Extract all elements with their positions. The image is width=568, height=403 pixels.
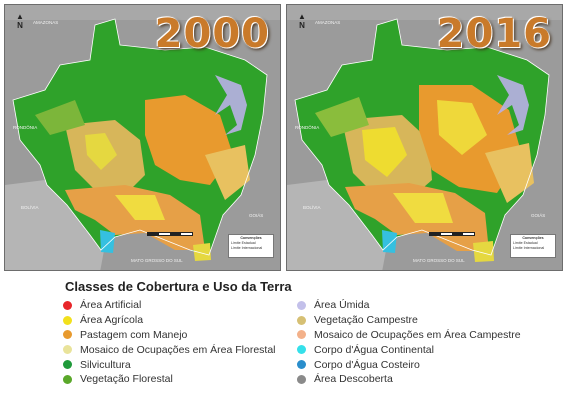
legend-label: Corpo d'Água Costeiro	[314, 358, 420, 371]
legend-swatch-icon	[63, 300, 72, 310]
conventions-title: Convenções	[522, 236, 544, 240]
conventions-line1: Limite Estadual	[513, 241, 538, 245]
legend-swatch-icon	[63, 345, 72, 355]
state-label-amazonas: AMAZONAS	[315, 20, 341, 25]
legend-item: Vegetação Florestal	[63, 372, 276, 387]
legend-item: Área Descoberta	[297, 372, 521, 387]
state-label-ms: MATO GROSSO DO SUL	[131, 258, 183, 263]
legend-swatch-icon	[297, 360, 306, 370]
legend-label: Mosaico de Ocupações em Área Campestre	[314, 328, 521, 341]
legend-label: Corpo d'Água Continental	[314, 343, 434, 356]
legend-item: Corpo d'Água Costeiro	[297, 357, 521, 372]
conventions-line2: Limite Internacional	[231, 246, 263, 250]
north-arrow-icon: ▲ N	[16, 12, 24, 30]
legend-label: Vegetação Florestal	[80, 373, 173, 386]
map-conventions-box: Convenções Limite Estadual Limite Intern…	[228, 234, 274, 258]
north-arrow-icon: ▲ N	[298, 12, 306, 30]
legend-label: Área Descoberta	[314, 373, 393, 386]
legend-column-right: Área Úmida Vegetação Campestre Mosaico d…	[297, 298, 521, 387]
legend-item: Pastagem com Manejo	[63, 328, 276, 343]
legend-column-left: Área Artificial Área Agrícola Pastagem c…	[63, 298, 276, 387]
legend-label: Pastagem com Manejo	[80, 328, 188, 341]
legend-item: Corpo d'Água Continental	[297, 342, 521, 357]
state-label-amazonas: AMAZONAS	[33, 20, 59, 25]
legend-label: Área Úmida	[314, 299, 370, 312]
legend-swatch-icon	[63, 315, 72, 325]
conventions-title: Convenções	[240, 236, 262, 240]
map-2016-graphic	[287, 5, 562, 270]
legend-item: Mosaico de Ocupações em Área Campestre	[297, 328, 521, 343]
legend-swatch-icon	[297, 315, 306, 325]
map-conventions-box: Convenções Limite Estadual Limite Intern…	[510, 234, 556, 258]
legend-swatch-icon	[297, 345, 306, 355]
conventions-line2: Limite Internacional	[513, 246, 545, 250]
conventions-line1: Limite Estadual	[231, 241, 256, 245]
state-label-ms: MATO GROSSO DO SUL	[413, 258, 465, 263]
state-label-rondonia: RONDÔNIA	[13, 125, 38, 130]
legend-swatch-icon	[297, 374, 306, 384]
legend-label: Área Agrícola	[80, 314, 144, 327]
legend-item: Área Úmida	[297, 298, 521, 313]
state-label-rondonia: RONDÔNIA	[295, 125, 320, 130]
map-2016: ▲ N 2016 AMAZONAS RONDÔNIA BOLÍVIA GOIÁS …	[286, 4, 563, 271]
scale-bar	[429, 232, 475, 241]
legend-item: Vegetação Campestre	[297, 313, 521, 328]
state-label-goias: GOIÁS	[249, 213, 264, 218]
legend-label: Vegetação Campestre	[314, 314, 418, 327]
country-label-bolivia: BOLÍVIA	[21, 205, 39, 210]
legend-title: Classes de Cobertura e Uso da Terra	[65, 279, 292, 294]
legend-label: Área Artificial	[80, 299, 142, 312]
legend-swatch-icon	[63, 360, 72, 370]
legend-swatch-icon	[63, 374, 72, 384]
legend-item: Área Artificial	[63, 298, 276, 313]
legend-label: Silvicultura	[80, 358, 131, 371]
country-label-bolivia: BOLÍVIA	[303, 205, 321, 210]
legend-label: Mosaico de Ocupações em Área Florestal	[80, 343, 276, 356]
scale-bar	[147, 232, 193, 241]
legend-swatch-icon	[297, 300, 306, 310]
legend-item: Silvicultura	[63, 357, 276, 372]
legend-item: Área Agrícola	[63, 313, 276, 328]
map-year-label: 2000	[154, 11, 270, 57]
legend-swatch-icon	[63, 330, 72, 340]
legend-item: Mosaico de Ocupações em Área Florestal	[63, 342, 276, 357]
state-label-goias: GOIÁS	[531, 213, 546, 218]
legend-swatch-icon	[297, 330, 306, 340]
map-year-label: 2016	[436, 11, 552, 57]
map-2000: ▲ N 2000 AMAZONAS RONDÔNIA BOLÍVIA GOIÁS …	[4, 4, 281, 271]
